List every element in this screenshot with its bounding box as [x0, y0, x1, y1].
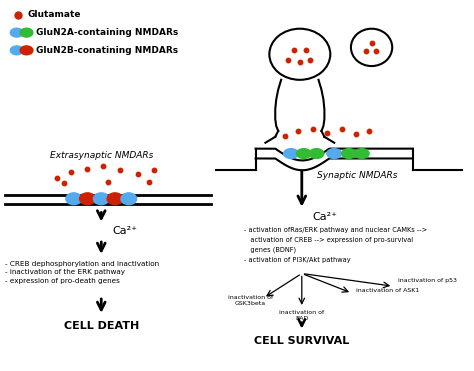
Text: Glutamate: Glutamate — [27, 10, 81, 19]
Text: inactivation of ASK1: inactivation of ASK1 — [356, 288, 419, 293]
Text: inactivation of
GSK3beta: inactivation of GSK3beta — [228, 295, 273, 306]
Ellipse shape — [93, 193, 109, 205]
Ellipse shape — [80, 193, 95, 205]
Text: genes (BDNF): genes (BDNF) — [244, 247, 296, 253]
Ellipse shape — [10, 46, 23, 55]
Ellipse shape — [309, 149, 324, 158]
Text: - activation ofRas/ERK pathway and nuclear CAMKs -->: - activation ofRas/ERK pathway and nucle… — [244, 227, 427, 233]
Text: - CREB dephosphorylation and inactivation
- inactivation of the ERK pathway
- ex: - CREB dephosphorylation and inactivatio… — [5, 261, 159, 284]
Text: Synaptic NMDARs: Synaptic NMDARs — [317, 171, 397, 180]
Ellipse shape — [107, 193, 123, 205]
Ellipse shape — [327, 149, 342, 158]
Ellipse shape — [342, 149, 356, 158]
Ellipse shape — [10, 28, 23, 37]
Text: inactivation of
BAD: inactivation of BAD — [279, 310, 324, 321]
Ellipse shape — [283, 149, 298, 158]
Text: CELL SURVIVAL: CELL SURVIVAL — [254, 336, 349, 346]
Text: - activation of PI3K/Akt pathway: - activation of PI3K/Akt pathway — [244, 257, 350, 263]
Text: CELL DEATH: CELL DEATH — [64, 321, 139, 331]
Text: Extrasynaptic NMDARs: Extrasynaptic NMDARs — [50, 151, 153, 160]
Ellipse shape — [355, 149, 369, 158]
Ellipse shape — [66, 193, 82, 205]
Ellipse shape — [296, 149, 311, 158]
Ellipse shape — [121, 193, 137, 205]
Ellipse shape — [20, 28, 33, 37]
Text: activation of CREB --> expression of pro-survival: activation of CREB --> expression of pro… — [244, 237, 413, 243]
Ellipse shape — [20, 46, 33, 55]
Text: Ca²⁺: Ca²⁺ — [312, 213, 337, 223]
Text: inactivation of p53: inactivation of p53 — [398, 278, 457, 283]
Text: GluN2A-containing NMDARs: GluN2A-containing NMDARs — [36, 28, 179, 37]
Text: Ca²⁺: Ca²⁺ — [112, 226, 137, 236]
Text: GluN2B-conatining NMDARs: GluN2B-conatining NMDARs — [36, 46, 179, 55]
